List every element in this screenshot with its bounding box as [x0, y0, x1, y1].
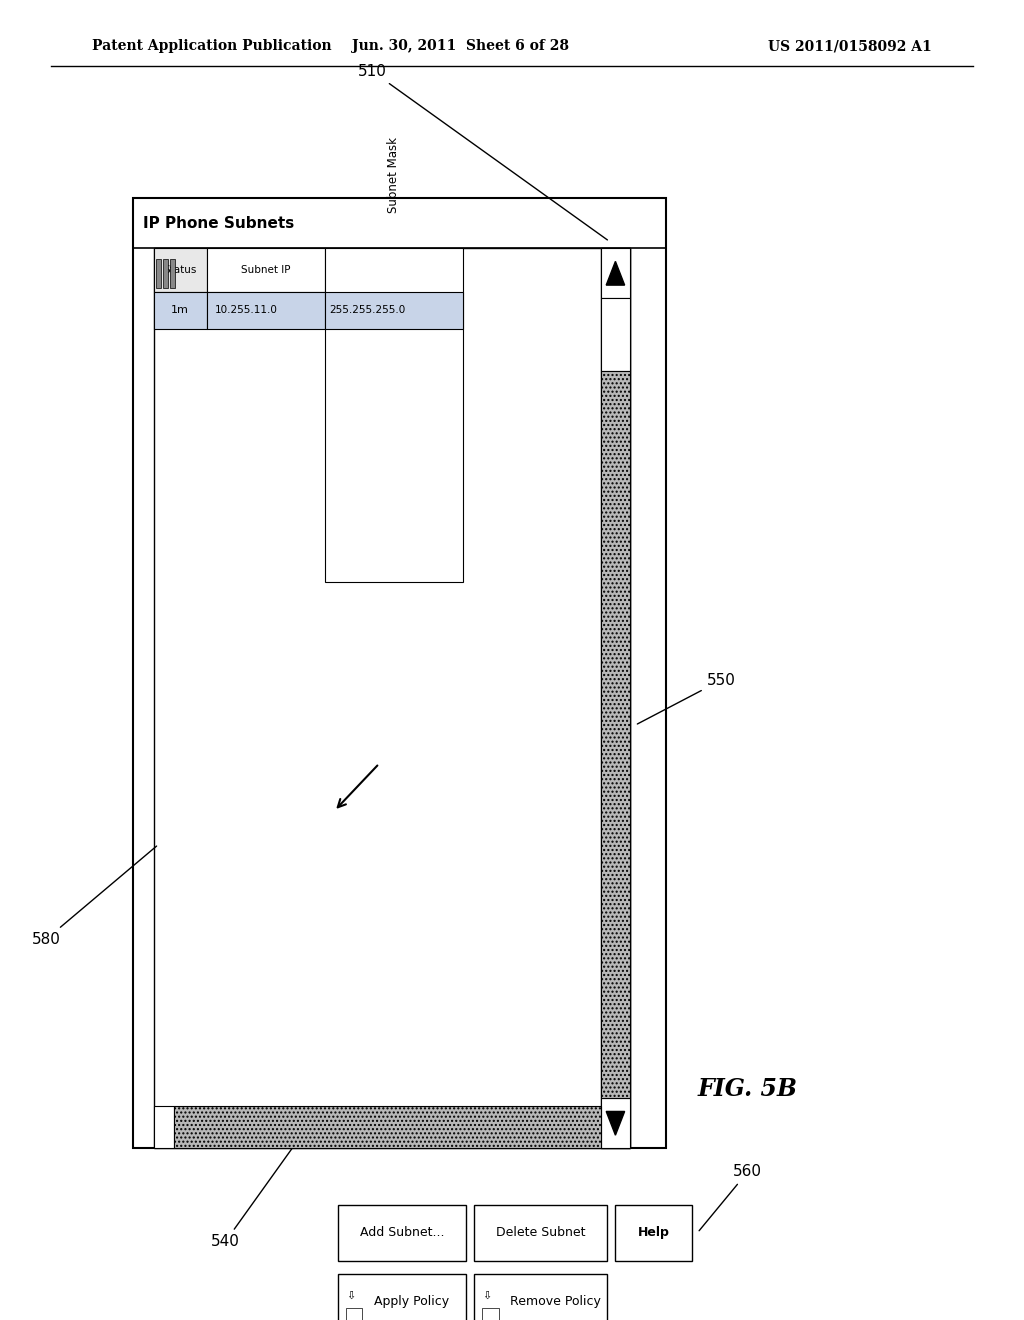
Bar — [154, 248, 630, 1148]
Text: Patent Application Publication: Patent Application Publication — [92, 40, 332, 53]
Bar — [154, 248, 207, 292]
Bar — [156, 259, 161, 288]
Text: 255.255.255.0: 255.255.255.0 — [330, 305, 406, 315]
Bar — [154, 292, 207, 329]
Bar — [346, 1308, 362, 1320]
Bar — [154, 1106, 174, 1148]
Text: 560: 560 — [699, 1164, 762, 1230]
Bar — [615, 1205, 692, 1261]
Text: ⇩: ⇩ — [346, 1291, 355, 1302]
Bar — [474, 1205, 607, 1261]
Text: Apply Policy: Apply Policy — [374, 1295, 449, 1308]
Text: 10.255.11.0: 10.255.11.0 — [215, 305, 278, 315]
Text: Add Subnet...: Add Subnet... — [359, 1226, 444, 1239]
Bar — [170, 259, 175, 288]
Bar — [482, 1308, 499, 1320]
Bar — [338, 1274, 466, 1320]
Bar — [325, 248, 463, 582]
Text: ⇩: ⇩ — [482, 1291, 492, 1302]
Text: Help: Help — [638, 1226, 670, 1239]
Bar — [325, 292, 463, 329]
Text: FIG. 5B: FIG. 5B — [697, 1077, 798, 1101]
Text: 580: 580 — [32, 846, 157, 946]
Bar — [207, 248, 325, 292]
Bar — [174, 1106, 601, 1148]
Bar — [474, 1274, 607, 1320]
Polygon shape — [606, 1111, 625, 1135]
Bar — [601, 371, 630, 1098]
Bar — [163, 259, 168, 288]
Text: Subnet Mask: Subnet Mask — [387, 136, 400, 213]
Text: Remove Policy: Remove Policy — [510, 1295, 601, 1308]
Text: Subnet IP: Subnet IP — [241, 265, 291, 275]
Text: 510: 510 — [358, 65, 607, 240]
Text: 540: 540 — [211, 1130, 305, 1249]
Bar — [601, 298, 630, 371]
Text: Status: Status — [164, 265, 197, 275]
Polygon shape — [606, 261, 625, 285]
Bar — [601, 1098, 630, 1148]
Text: 550: 550 — [637, 673, 735, 723]
Bar — [601, 248, 630, 298]
Bar — [338, 1205, 466, 1261]
Text: US 2011/0158092 A1: US 2011/0158092 A1 — [768, 40, 932, 53]
Text: Delete Subnet: Delete Subnet — [496, 1226, 586, 1239]
Bar — [601, 248, 630, 1148]
Text: Jun. 30, 2011  Sheet 6 of 28: Jun. 30, 2011 Sheet 6 of 28 — [352, 40, 569, 53]
Bar — [133, 198, 666, 1148]
Text: IP Phone Subnets: IP Phone Subnets — [143, 215, 295, 231]
Text: 1m: 1m — [171, 305, 189, 315]
Bar — [207, 292, 325, 329]
